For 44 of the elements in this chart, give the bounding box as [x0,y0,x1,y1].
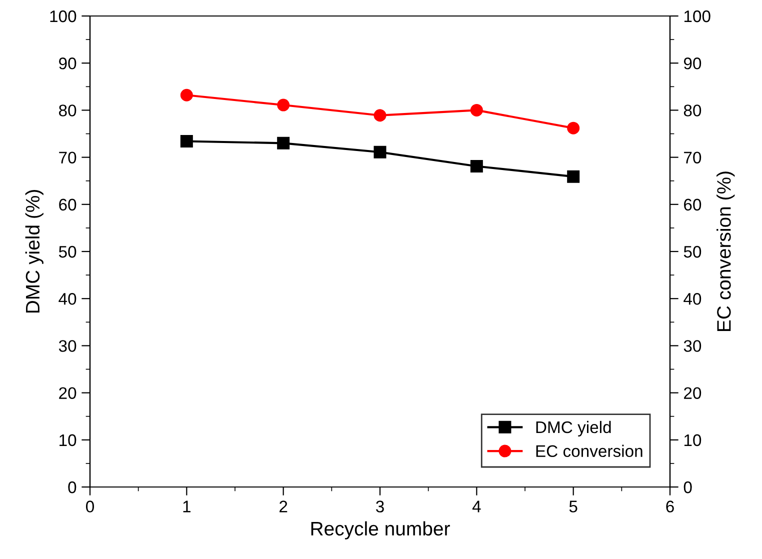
y2-tick-label: 10 [684,434,702,446]
y2-tick-label: 30 [684,340,702,352]
y2-tick-label: 100 [684,10,710,22]
point [567,122,580,134]
point [470,104,483,116]
y-tick-label: 70 [59,152,76,164]
y2-tick-label: 80 [684,104,702,116]
y2-tick-label: 40 [684,293,702,305]
y-tick-label: 20 [59,387,76,400]
point [470,160,483,172]
x-tick-label: 3 [376,500,384,512]
point [374,146,386,158]
y-tick-label: 80 [58,104,76,116]
y2-tick-label: 0 [684,481,692,494]
point [180,88,193,102]
y-tick-label: 30 [58,340,76,352]
y2-axis-title: EC conversion (%) [716,172,735,331]
point [374,109,386,122]
y2-tick-label: 90 [684,58,702,70]
x-tick-label: 0 [86,500,94,512]
x-tick-label: 1 [183,500,190,512]
y-tick-label: 90 [59,58,76,70]
x-tick-label: 5 [569,500,578,512]
point [567,170,580,183]
point [180,135,193,148]
x-tick-label: 6 [666,500,674,512]
y-tick-label: 50 [58,246,76,258]
y-tick-label: 0 [68,481,76,494]
point [277,98,290,112]
x-tick-label: 2 [280,500,288,512]
legend-label: EC conversion [536,444,642,458]
y-axis-title: DMC yield (%) [25,190,44,313]
x-axis-title: Recycle number [311,521,450,540]
y2-tick-label: 50 [684,246,702,258]
y-tick-label: 100 [50,10,76,22]
point [277,136,290,150]
y2-tick-label: 60 [684,198,702,211]
y-tick-label: 10 [60,434,76,446]
y-tick-label: 40 [58,293,76,305]
legend-label: DMC yield [536,420,611,436]
y2-tick-label: 20 [684,387,702,400]
y-tick-label: 60 [59,198,76,211]
x-tick-label: 4 [472,500,481,512]
y2-tick-label: 70 [684,152,702,164]
